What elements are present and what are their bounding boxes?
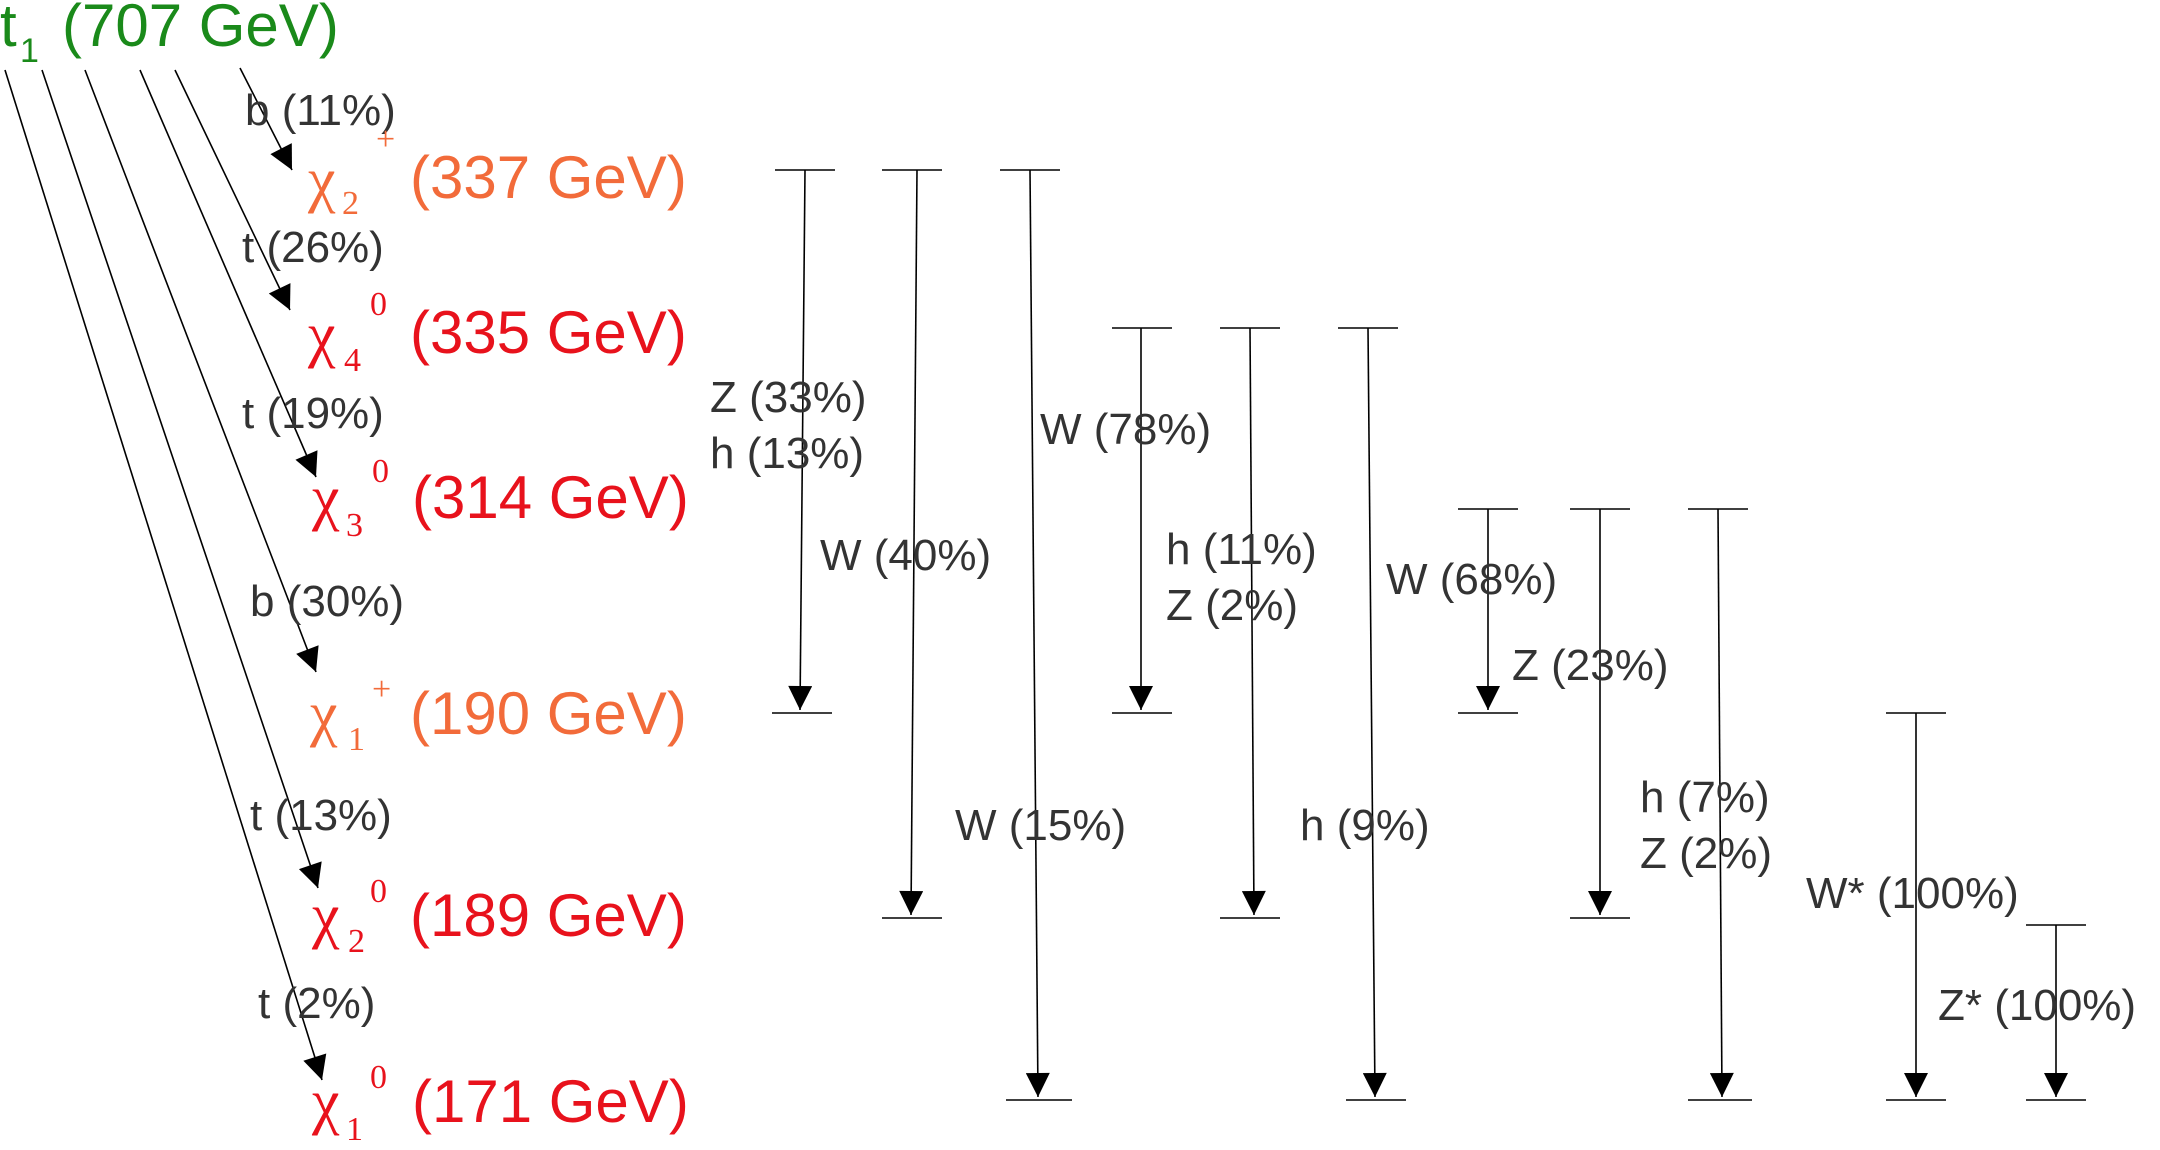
arrow-335-189	[1241, 327, 1266, 916]
chi1-symbol: χ	[311, 1068, 340, 1136]
label-h-11: h (11%)	[1166, 525, 1317, 574]
t1-to-chi3-line	[139, 69, 318, 478]
label-h-13: h (13%)	[710, 429, 864, 478]
parent-symbol: t	[0, 0, 17, 59]
chi2-sup: 0	[370, 873, 387, 910]
chi4-sub: 4	[344, 342, 361, 379]
label-w-68: W (68%)	[1386, 555, 1557, 604]
chi2-mass: (189 GeV)	[410, 882, 687, 949]
chi3-sub: 3	[346, 507, 363, 544]
chi3-mass: (314 GeV)	[412, 464, 689, 531]
label-w-78: W (78%)	[1040, 405, 1211, 454]
label-wstar-100: W* (100%)	[1806, 869, 2019, 918]
svg-text:t: t	[0, 0, 17, 59]
arrow-337-171	[1025, 169, 1050, 1098]
parent-subscript: 1	[20, 32, 39, 70]
chi4-mass: (335 GeV)	[410, 299, 687, 366]
label-h-9: h (9%)	[1300, 801, 1430, 850]
state-chi3-zero: χ 3 0 (314 GeV)	[311, 453, 689, 544]
t1-branch-t-2: t (2%)	[258, 979, 375, 1028]
chi2-sub: 2	[348, 923, 365, 960]
label-z-2b: Z (2%)	[1640, 829, 1772, 878]
chi2p-mass: (337 GeV)	[410, 144, 687, 211]
t1-branch-t-13: t (13%)	[250, 791, 392, 840]
decay-branch-labels: Z (33%) h (13%) W (40%) W (78%) h (11%) …	[710, 373, 2136, 1030]
state-chi2-plus: χ 2 + (337 GeV)	[307, 121, 687, 222]
arrow-314-171	[1709, 508, 1734, 1098]
t1-decay-lines	[4, 67, 327, 1081]
t1-branch-t-26: t (26%)	[242, 223, 384, 272]
label-h-7: h (7%)	[1640, 773, 1770, 822]
chi2p-sup: +	[376, 121, 395, 158]
chi1-sup: 0	[370, 1059, 387, 1096]
label-z-33: Z (33%)	[710, 373, 866, 422]
t1-to-chi1-line	[4, 69, 327, 1081]
t1-branch-b-30: b (30%)	[250, 577, 404, 626]
state-chi2-zero: χ 2 0 (189 GeV)	[311, 873, 687, 960]
t1-to-chi2p-line	[239, 67, 293, 171]
label-w-15: W (15%)	[955, 801, 1126, 850]
t1-to-chi2-line	[41, 69, 322, 889]
chi1-sub: 1	[346, 1111, 363, 1148]
t1-branch-t-19: t (19%)	[242, 389, 384, 438]
state-chi1-zero: χ 1 0 (171 GeV)	[311, 1059, 689, 1148]
label-zstar-100: Z* (100%)	[1938, 981, 2136, 1030]
chi2p-sub: 2	[342, 185, 359, 222]
chi1p-symbol: χ	[309, 680, 338, 748]
chi2p-symbol: χ	[307, 146, 336, 214]
level-ticks	[772, 169, 2086, 1101]
chi3-sup: 0	[372, 453, 389, 490]
t1-to-chi1p-line	[84, 69, 319, 673]
parent-stop: t 1 (707 GeV)	[0, 0, 339, 70]
label-z-23: Z (23%)	[1512, 641, 1668, 690]
state-chi1-plus: χ 1 + (190 GeV)	[309, 671, 687, 758]
vertical-decay-arrows	[788, 169, 2068, 1098]
arrow-337-190	[788, 169, 813, 711]
label-w-40: W (40%)	[820, 531, 991, 580]
chi1p-sub: 1	[348, 721, 365, 758]
arrow-337-189	[899, 169, 924, 916]
chi4-sup: 0	[370, 286, 387, 323]
state-chi4-zero: χ 4 0 (335 GeV)	[307, 286, 687, 379]
chi1p-sup: +	[372, 671, 391, 708]
chi1p-mass: (190 GeV)	[410, 680, 687, 747]
t1-to-chi4-line	[174, 69, 291, 311]
label-z-2a: Z (2%)	[1166, 581, 1298, 630]
chi4-symbol: χ	[307, 301, 336, 369]
chi3-symbol: χ	[311, 464, 340, 532]
chi1-mass: (171 GeV)	[412, 1068, 689, 1135]
chi2-symbol: χ	[311, 882, 340, 950]
arrow-335-171	[1362, 327, 1387, 1098]
t1-branch-b-11: b (11%)	[245, 86, 396, 135]
t1-branch-labels: b (11%) t (26%) t (19%) b (30%) t (13%) …	[242, 86, 404, 1028]
parent-mass: (707 GeV)	[62, 0, 339, 59]
